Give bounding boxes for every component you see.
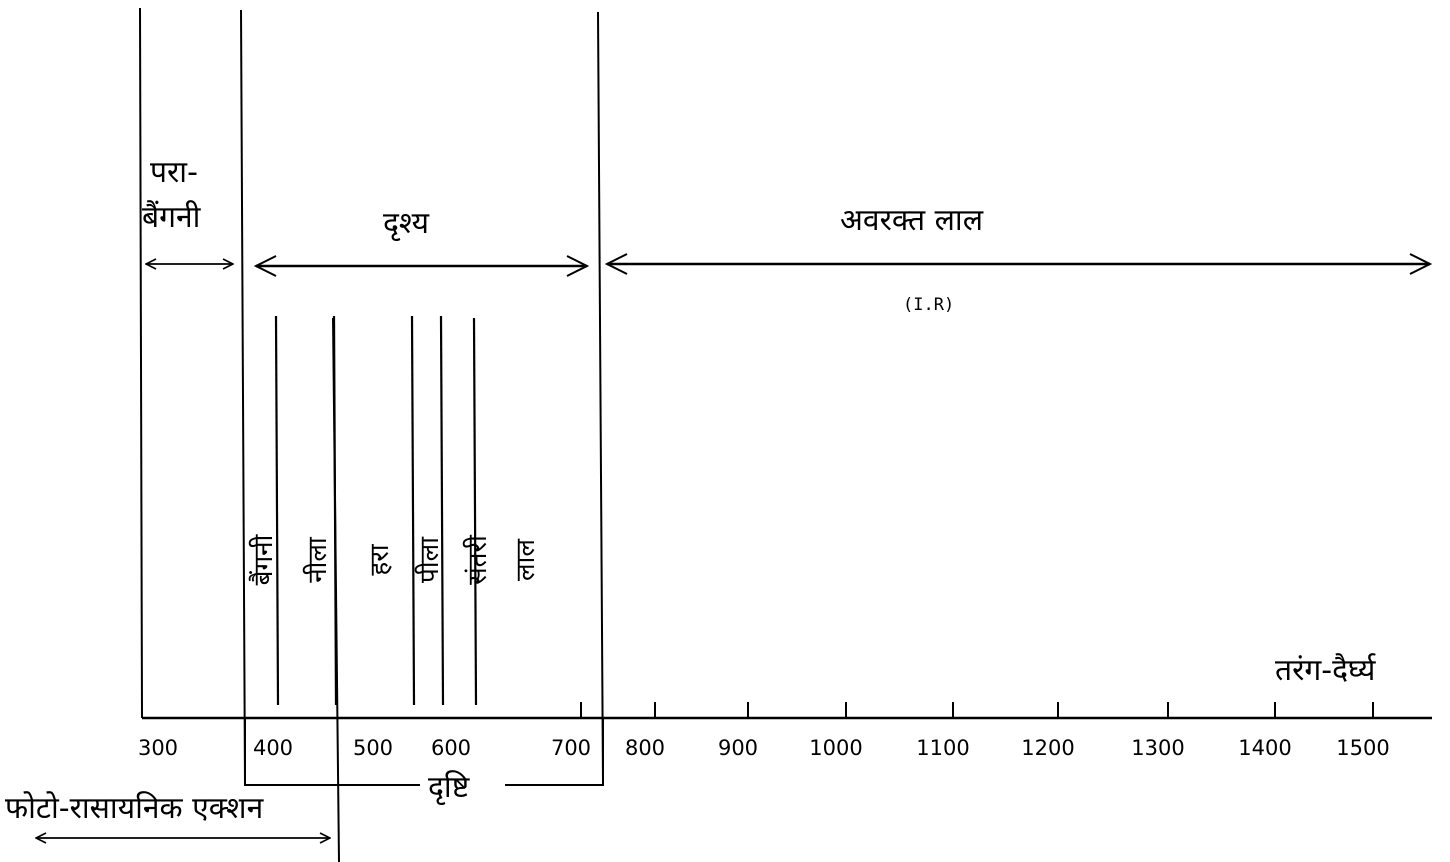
axis-tick-label-400: 400: [253, 736, 293, 760]
axis-tick-label-600: 600: [431, 736, 471, 760]
color-band-labels: बैंगनी नीला हरा पीला संतरी लाल: [248, 533, 541, 585]
color-band-lines: [274, 315, 478, 706]
axis-tick-label-1100: 1100: [916, 736, 969, 760]
axis-tick-label-1500: 1500: [1336, 736, 1389, 760]
axis-tick-label-1300: 1300: [1131, 736, 1184, 760]
axis-tick-label-1200: 1200: [1021, 736, 1074, 760]
axis-tick-label-300: 300: [138, 736, 178, 760]
color-boundary-line-1: [274, 315, 280, 706]
color-label-2: नीला: [302, 536, 333, 583]
axis-ticks: [580, 702, 1374, 718]
infrared-label: अवरक्त लाल: [840, 203, 984, 238]
axis-tick-label-800: 800: [625, 736, 665, 760]
vision-label: दृष्टि: [428, 770, 470, 806]
color-label-1: बैंगनी: [248, 533, 279, 585]
color-label-6: लाल: [511, 539, 541, 581]
axis-tick-label-1000: 1000: [809, 736, 862, 760]
color-boundary-line-4: [439, 315, 445, 706]
color-boundary-line-3: [410, 315, 416, 706]
color-label-3: हरा: [365, 543, 395, 575]
uv-visible-boundary: [240, 9, 246, 786]
uv-label-line2: बैंगनी: [142, 200, 202, 235]
infrared-abbr: (I.R): [903, 295, 954, 315]
axis-tick-label-500: 500: [353, 736, 393, 760]
color-label-4: पीला: [414, 536, 445, 583]
vision-bracket-right: [505, 718, 604, 786]
visible-label: दृश्य: [383, 206, 430, 242]
color-boundary-line-2: [332, 315, 338, 706]
uv-left-boundary: [139, 7, 143, 719]
color-label-5: संतरी: [462, 534, 493, 585]
photochemical-label: फोटो-रासायनिक एक्शन: [5, 791, 265, 826]
axis-tick-labels: 300 400 500 600 700 800 900 1000 1100 1200 1300 140…: [138, 736, 1390, 760]
axis-tick-label-1400: 1400: [1238, 736, 1291, 760]
uv-label-line1: परा-: [150, 155, 198, 190]
vision-bracket-left: [244, 718, 420, 786]
axis-tick-label-700: 700: [551, 736, 591, 760]
visible-ir-boundary: [597, 11, 604, 786]
axis-tick-label-900: 900: [718, 736, 758, 760]
axis-title: तरंग-दैर्घ्य: [1275, 653, 1376, 688]
color-boundary-line-5: [472, 317, 478, 706]
